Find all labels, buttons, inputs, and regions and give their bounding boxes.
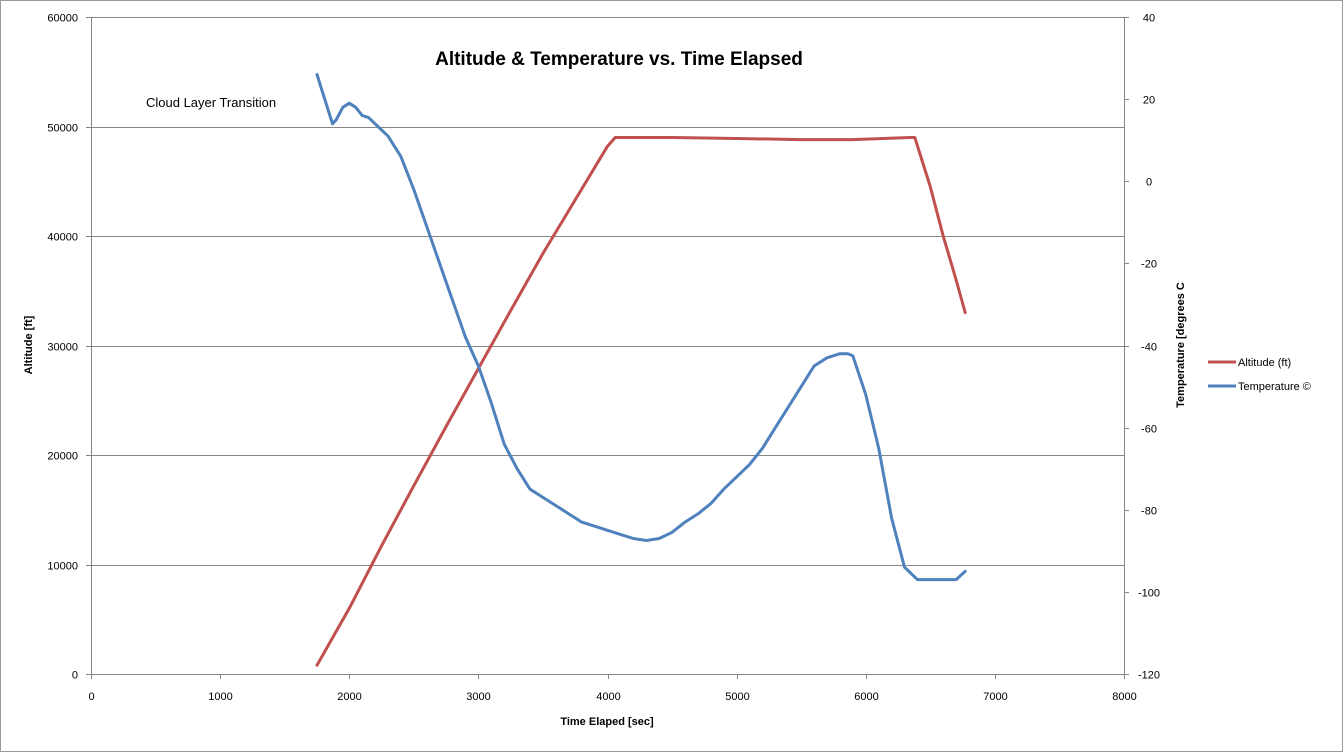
x-tick-label-6: 6000 [854, 691, 878, 703]
y-left-axis-title: Altitude [ft] [23, 315, 35, 374]
legend-label-altitude: Altitude (ft) [1238, 357, 1291, 369]
y-left-tick-label-4: 40000 [47, 232, 78, 244]
y-right-tick-label-8: 40 [1143, 13, 1155, 25]
y-left-tick-label-5: 50000 [47, 123, 78, 135]
y-left-tick-label-1: 10000 [47, 561, 78, 573]
chart-title: Altitude & Temperature vs. Time Elapsed [435, 49, 803, 70]
y-left-tick-label-0: 0 [72, 670, 78, 682]
y-right-tick-label-5: -20 [1141, 259, 1157, 271]
y-left-tick-label-2: 20000 [47, 451, 78, 463]
y-right-tick-label-1: -100 [1138, 588, 1160, 600]
y-right-axis-title: Temperature [degrees C [1175, 282, 1187, 408]
legend-label-temperature: Temperature © [1238, 381, 1311, 393]
x-tick-label-8: 8000 [1112, 691, 1136, 703]
y-left-tick-label-6: 60000 [47, 13, 78, 25]
y-right-tick-label-6: 0 [1146, 177, 1152, 189]
y-left-tick-label-3: 30000 [47, 342, 78, 354]
x-tick-label-5: 5000 [725, 691, 749, 703]
x-tick-label-7: 7000 [983, 691, 1007, 703]
x-tick-label-1: 1000 [208, 691, 232, 703]
x-tick-label-0: 0 [88, 691, 94, 703]
y-right-tick-label-4: -40 [1141, 342, 1157, 354]
series-line-altitude [315, 136, 967, 667]
x-tick-label-4: 4000 [596, 691, 620, 703]
y-right-tick-label-2: -80 [1141, 506, 1157, 518]
x-tick-label-2: 2000 [337, 691, 361, 703]
series-line-temperature [315, 73, 967, 582]
y-right-tick-label-0: -120 [1138, 670, 1160, 682]
x-axis-title: Time Elaped [sec] [560, 716, 654, 728]
x-tick-label-3: 3000 [466, 691, 490, 703]
axes-layer: 0100002000030000400005000060000-120-100-… [47, 13, 1160, 704]
grid-layer [91, 17, 1124, 566]
series-layer [315, 73, 967, 667]
cloud-layer-annotation: Cloud Layer Transition [146, 95, 276, 110]
legend: Altitude (ft) Temperature © [1208, 357, 1311, 393]
y-right-tick-label-7: 20 [1143, 95, 1155, 107]
y-right-tick-label-3: -60 [1141, 424, 1157, 436]
